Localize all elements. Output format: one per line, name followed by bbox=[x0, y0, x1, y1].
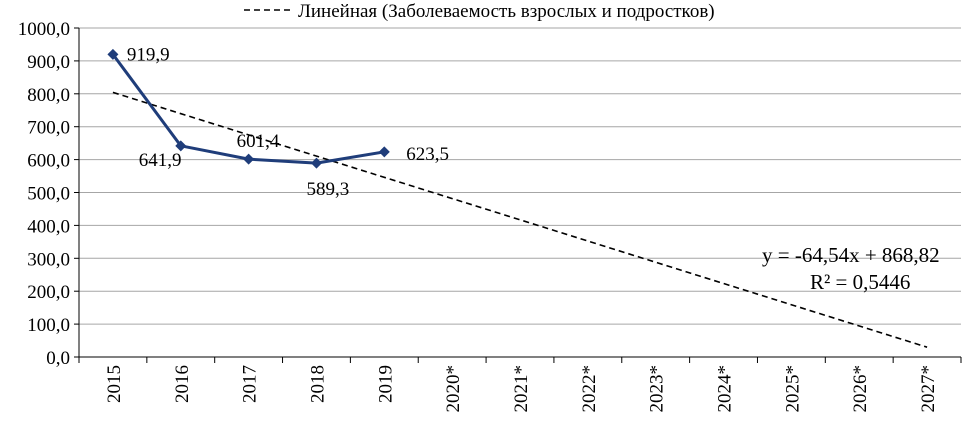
data-labels: 919,9 641,9 601,4 589,3 623,5 bbox=[127, 44, 449, 200]
x-tick-label: 2025* bbox=[782, 365, 803, 413]
x-tick-label: 2017 bbox=[240, 365, 261, 403]
trendline-equation: y = -64,54x + 868,82 bbox=[762, 243, 940, 267]
x-tick-label: 2016 bbox=[172, 365, 193, 403]
y-tick-label: 700,0 bbox=[27, 118, 70, 139]
x-axis-tick-labels: 2015 2016 2017 2018 2019 2020* 2021* 2022* 2023*… bbox=[104, 365, 939, 413]
data-label: 919,9 bbox=[127, 44, 170, 65]
data-label: 641,9 bbox=[139, 150, 182, 171]
trendline bbox=[112, 91, 928, 348]
y-tick-label: 500,0 bbox=[27, 184, 70, 205]
y-axis-tick-labels: 0,0 100,0 200,0 300,0 400,0 500,0 600,0 700,0 80… bbox=[18, 19, 70, 369]
y-tick-label: 200,0 bbox=[27, 282, 70, 303]
x-tick-label: 2020* bbox=[443, 365, 464, 413]
y-tick-label: 400,0 bbox=[27, 216, 70, 237]
y-tick-label: 1000,0 bbox=[18, 19, 70, 40]
data-point-marker bbox=[175, 140, 187, 152]
x-tick-label: 2023* bbox=[647, 365, 668, 413]
x-tick-label: 2022* bbox=[579, 365, 600, 413]
data-point-marker bbox=[243, 153, 255, 165]
x-tick-label: 2026* bbox=[850, 365, 871, 413]
y-tick-label: 600,0 bbox=[27, 151, 70, 172]
x-tick-label: 2019 bbox=[375, 365, 396, 403]
data-point-marker bbox=[107, 48, 119, 60]
data-label: 623,5 bbox=[406, 144, 449, 165]
x-tick-label: 2015 bbox=[104, 365, 125, 403]
series-group bbox=[107, 48, 390, 169]
x-tick-label: 2027* bbox=[918, 365, 939, 413]
x-tick-label: 2024* bbox=[715, 365, 736, 413]
y-tick-label: 900,0 bbox=[27, 52, 70, 73]
legend: Линейная (Заболеваемость взрослых и подр… bbox=[244, 1, 715, 22]
trendline-r-squared: R² = 0,5446 bbox=[810, 270, 910, 294]
y-tick-label: 0,0 bbox=[46, 348, 70, 369]
x-tick-label: 2021* bbox=[511, 365, 532, 413]
legend-trendline-label: Линейная (Заболеваемость взрослых и подр… bbox=[298, 1, 715, 22]
y-tick-label: 100,0 bbox=[27, 315, 70, 336]
y-tick-label: 800,0 bbox=[27, 85, 70, 106]
data-point-marker bbox=[378, 146, 390, 158]
trendline-group bbox=[112, 91, 928, 348]
data-point-marker bbox=[310, 157, 322, 169]
x-tick-label: 2018 bbox=[307, 365, 328, 403]
data-label: 589,3 bbox=[306, 179, 349, 200]
gridlines bbox=[79, 27, 961, 325]
data-label: 601,4 bbox=[237, 131, 280, 152]
axes bbox=[74, 27, 962, 363]
y-tick-label: 300,0 bbox=[27, 249, 70, 270]
